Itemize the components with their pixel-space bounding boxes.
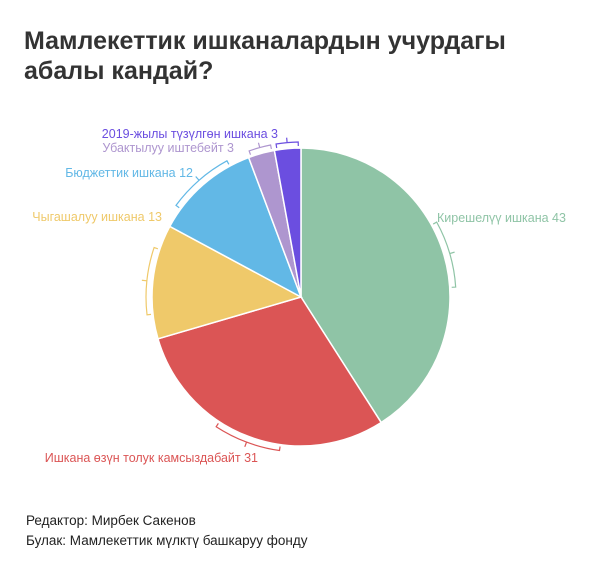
pie-slice [157, 296, 383, 447]
slice-label-bracket [215, 423, 281, 452]
pie-slice [273, 147, 302, 298]
slice-label: 2019-жылы түзүлгөн ишкана 3 [102, 127, 278, 141]
slice-label-bracket [248, 142, 272, 155]
slice-label-bracket [141, 246, 159, 316]
slice-label: Чыгашалуу ишкана 13 [32, 210, 162, 224]
slice-label-bracket [275, 137, 299, 149]
chart-title: Мамлекеттик ишканалардын учурдагы абалы … [24, 27, 506, 85]
pie-slice [151, 225, 303, 340]
slice-label: Ишкана өзүн толук камсыздабайт 31 [45, 451, 258, 465]
source-credit: Булак: Мамлекеттик мүлктү башкаруу фонду [26, 533, 308, 548]
slice-label-bracket [175, 160, 230, 209]
chart-footer: Редактор: Мирбек Сакенов Булак: Мамлекет… [26, 511, 308, 551]
slice-label: Бюджеттик ишкана 12 [65, 166, 193, 180]
editor-credit: Редактор: Мирбек Сакенов [26, 513, 196, 528]
pie-slice [168, 156, 303, 299]
slice-label-bracket [432, 221, 457, 288]
slice-label: Убактылуу иштебейт 3 [102, 141, 234, 155]
slice-label: Кирешелүү ишкана 43 [437, 211, 566, 225]
